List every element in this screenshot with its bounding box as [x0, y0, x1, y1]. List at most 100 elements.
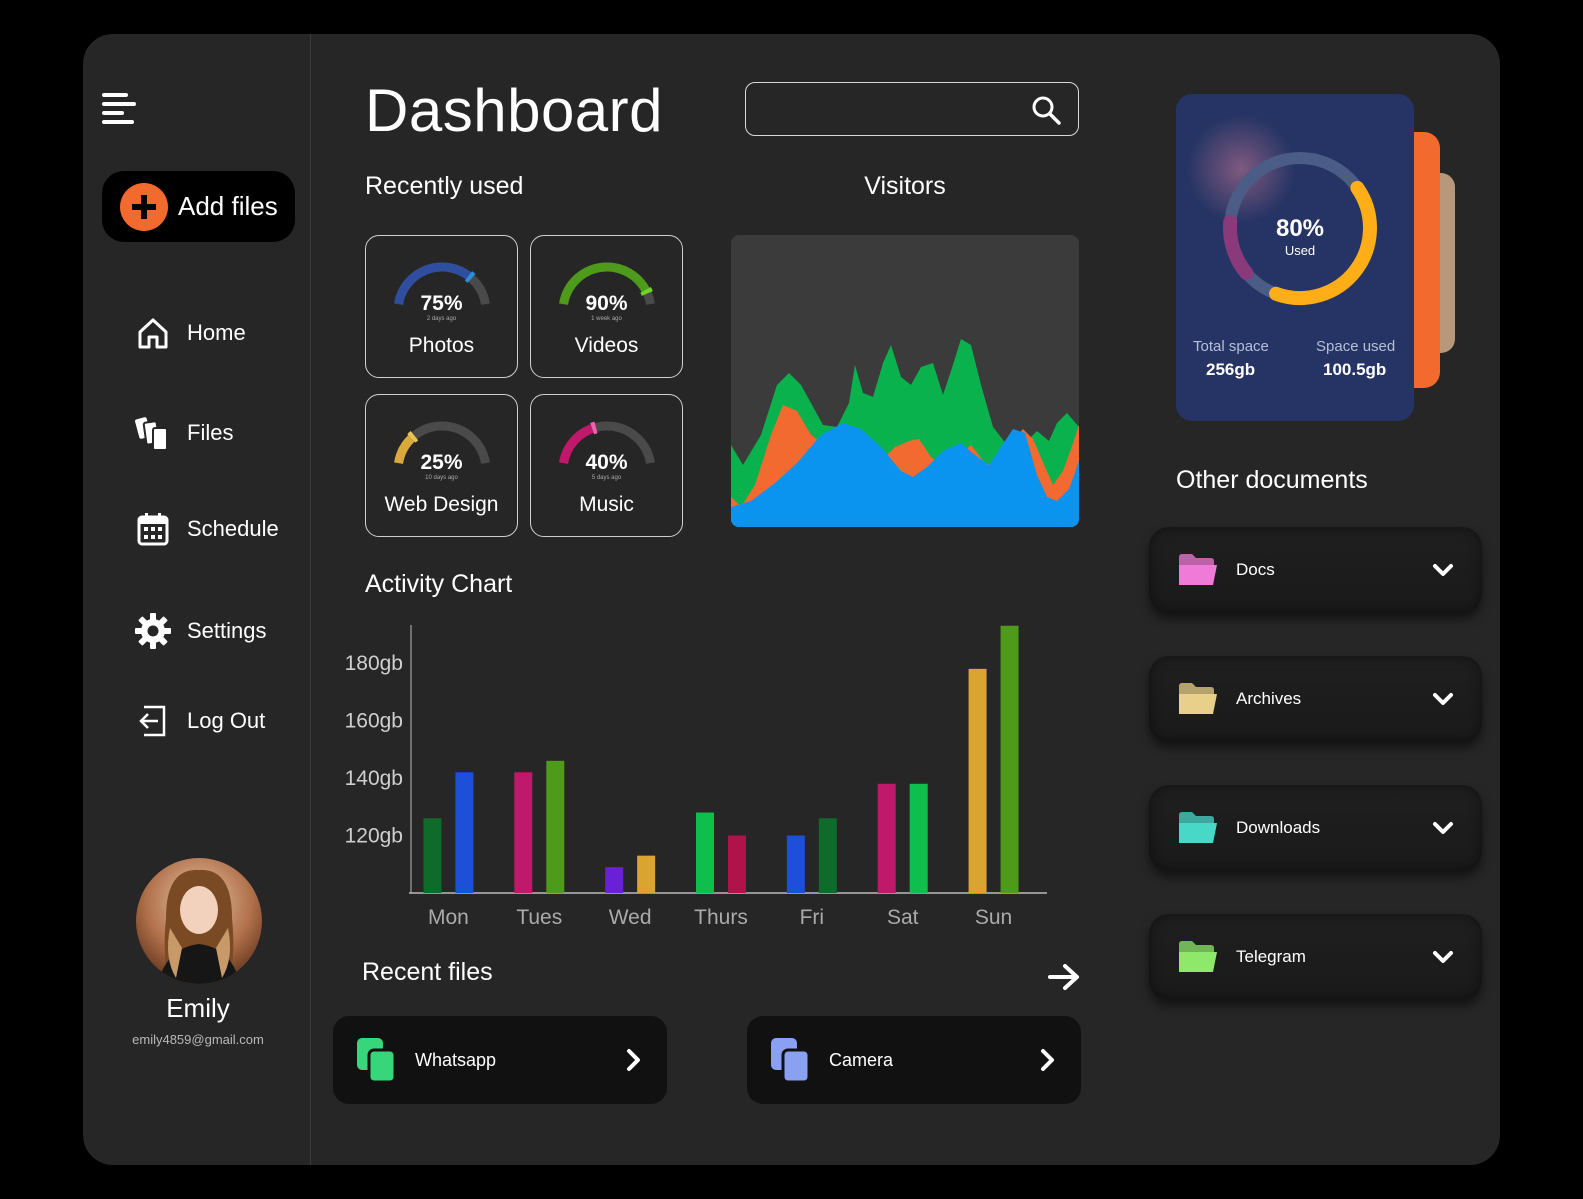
arrow-right-icon[interactable]	[1047, 962, 1081, 992]
storage-card[interactable]: 80% Used Total space 256gb Space used 10…	[1176, 94, 1414, 421]
add-files-label: Add files	[178, 191, 278, 221]
copy-icon	[355, 1036, 399, 1084]
card-name: Videos	[574, 334, 639, 357]
y-tick-label: 160gb	[345, 710, 403, 733]
storage-ring	[1223, 152, 1377, 305]
sidebar-item-label: Home	[187, 320, 246, 345]
recent-card-web-design[interactable]: 25% 10 days ago Web Design	[365, 394, 518, 537]
gear-icon	[134, 612, 172, 650]
document-folder-archives[interactable]: Archives	[1149, 656, 1482, 742]
document-folder-telegram[interactable]: Telegram	[1149, 914, 1482, 1000]
file-name: Whatsapp	[415, 1050, 497, 1070]
bar-tues-2	[546, 760, 565, 893]
search-input[interactable]	[758, 93, 1018, 125]
bar-wed-2	[637, 855, 656, 893]
card-time-ago: 2 days ago	[426, 316, 457, 322]
space-used-label: Space used	[1316, 338, 1396, 355]
folder-icon	[1177, 811, 1219, 845]
card-time-ago: 5 days ago	[591, 475, 622, 481]
gauge-marker	[640, 287, 653, 296]
visitors-chart	[731, 235, 1079, 527]
chevron-down-icon[interactable]	[1432, 692, 1454, 706]
gauge	[559, 262, 655, 305]
recent-card-videos[interactable]: 90% 1 week ago Videos	[530, 235, 683, 378]
avatar[interactable]	[136, 858, 262, 984]
bar-sun-2	[1000, 625, 1019, 893]
activity-chart-title: Activity Chart	[365, 570, 513, 598]
bar-mon-1	[423, 818, 442, 893]
document-folder-downloads[interactable]: Downloads	[1149, 785, 1482, 871]
x-tick-label: Sat	[887, 906, 919, 929]
bar-tues-1	[514, 772, 533, 893]
folder-icon	[1177, 682, 1219, 716]
recently-used-title: Recently used	[365, 172, 524, 200]
other-documents-title: Other documents	[1176, 466, 1368, 494]
folder-icon	[1177, 553, 1219, 587]
chevron-down-icon[interactable]	[1432, 821, 1454, 835]
sidebar-item-schedule[interactable]: Schedule	[134, 504, 304, 554]
bar-sat-2	[909, 783, 928, 893]
search-icon[interactable]	[1030, 94, 1062, 126]
total-space-value: 256gb	[1206, 360, 1256, 379]
folder-name: Downloads	[1236, 818, 1321, 837]
bar-thurs-1	[696, 812, 714, 893]
gauge	[394, 421, 490, 465]
recent-card-music[interactable]: 40% 5 days ago Music	[530, 394, 683, 537]
total-space-label: Total space	[1193, 338, 1269, 355]
chevron-right-icon	[1039, 1048, 1055, 1072]
card-percent: 25%	[420, 451, 463, 474]
recent-file-whatsapp[interactable]: Whatsapp	[333, 1016, 667, 1104]
x-tick-label: Tues	[516, 906, 562, 929]
card-name: Web Design	[384, 493, 499, 516]
document-folder-docs[interactable]: Docs	[1149, 527, 1482, 613]
card-percent: 90%	[585, 292, 628, 315]
recent-card-photos[interactable]: 75% 2 days ago Photos	[365, 235, 518, 378]
y-tick-label: 140gb	[345, 767, 403, 790]
sidebar-item-settings[interactable]: Settings	[134, 606, 304, 656]
files-icon	[134, 414, 172, 452]
user-name: Emily	[166, 993, 230, 1023]
y-tick-label: 180gb	[345, 652, 403, 675]
recent-file-camera[interactable]: Camera	[747, 1016, 1081, 1104]
folder-name: Docs	[1236, 560, 1275, 579]
card-name: Music	[579, 493, 634, 516]
logout-icon	[134, 702, 172, 740]
x-tick-label: Thurs	[694, 906, 748, 929]
sidebar-item-files[interactable]: Files	[134, 408, 304, 458]
gauge-marker	[464, 271, 476, 283]
gauge-fill	[559, 262, 651, 305]
x-tick-label: Fri	[800, 906, 825, 929]
home-icon	[134, 314, 172, 352]
gauge	[394, 262, 490, 306]
folder-name: Telegram	[1236, 947, 1306, 966]
card-time-ago: 10 days ago	[425, 475, 458, 481]
sidebar-divider	[310, 34, 311, 1165]
space-used-value: 100.5gb	[1323, 360, 1387, 379]
bar-thurs-2	[728, 835, 746, 893]
chevron-down-icon[interactable]	[1432, 950, 1454, 964]
copy-icon	[769, 1036, 813, 1084]
menu-icon[interactable]	[102, 93, 136, 125]
folder-name: Archives	[1236, 689, 1302, 708]
gauge-marker	[590, 421, 598, 435]
card-percent: 75%	[420, 292, 463, 315]
sidebar-item-label: Schedule	[187, 516, 279, 541]
chevron-right-icon	[625, 1048, 641, 1072]
sidebar-item-label: Files	[187, 420, 234, 445]
sidebar-item-logout[interactable]: Log Out	[134, 696, 304, 746]
card-percent: 40%	[585, 451, 628, 474]
folder-icon	[1177, 940, 1219, 974]
card-time-ago: 1 week ago	[591, 316, 622, 322]
x-tick-label: Sun	[975, 906, 1012, 929]
x-tick-label: Wed	[609, 906, 652, 929]
add-files-button[interactable]: Add files	[102, 171, 295, 242]
bar-fri-1	[786, 835, 805, 893]
chevron-down-icon[interactable]	[1432, 563, 1454, 577]
bar-sat-1	[877, 783, 896, 893]
sidebar-item-home[interactable]: Home	[134, 308, 304, 358]
storage-used-label: Used	[1284, 243, 1316, 258]
gauge-fill	[559, 423, 597, 465]
bar-mon-2	[455, 772, 474, 893]
plus-icon	[120, 182, 168, 231]
card-name: Photos	[408, 334, 475, 357]
